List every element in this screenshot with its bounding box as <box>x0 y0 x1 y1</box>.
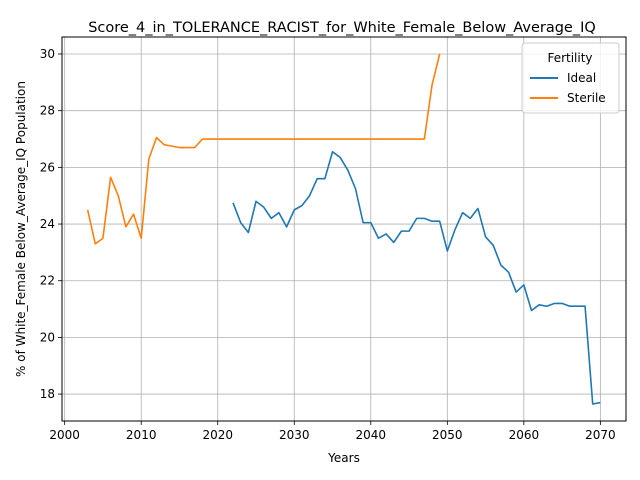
y-tick-label: 18 <box>40 387 55 401</box>
series-layer <box>86 53 601 405</box>
series-line-sterile <box>86 53 441 245</box>
x-tick-label: 2040 <box>356 428 387 442</box>
y-tick-label: 20 <box>40 330 55 344</box>
chart-title: Score_4_in_TOLERANCE_RACIST_for_White_Fe… <box>88 20 596 36</box>
y-tick-label: 22 <box>40 274 55 288</box>
legend-box <box>521 42 620 114</box>
x-tick-label: 2050 <box>432 428 463 442</box>
legend-title: Fertility <box>547 51 592 65</box>
y-tick-label: 30 <box>40 47 55 61</box>
series-line-ideal <box>232 150 601 405</box>
legend-label-sterile: Sterile <box>567 91 606 105</box>
y-axis-label: % of White_Female Below_Average_IQ Popul… <box>14 81 28 377</box>
legend-label-ideal: Ideal <box>567 71 596 85</box>
x-tick-label: 2000 <box>49 428 80 442</box>
x-tick-label: 2010 <box>126 428 157 442</box>
plot-frame <box>61 36 627 422</box>
y-axis: 18 20 22 24 26 28 30 <box>40 47 62 401</box>
y-tick-label: 28 <box>40 104 55 118</box>
x-tick-label: 2060 <box>509 428 540 442</box>
x-axis-label: Years <box>327 451 360 465</box>
y-tick-label: 24 <box>40 217 55 231</box>
x-tick-label: 2070 <box>585 428 616 442</box>
x-tick-label: 2020 <box>202 428 233 442</box>
x-tick-label: 2030 <box>279 428 310 442</box>
y-tick-label: 26 <box>40 160 55 174</box>
x-axis: 2000 2010 2020 2030 2040 2050 2060 2070 <box>49 421 616 442</box>
legend: Fertility Ideal Sterile <box>521 42 620 114</box>
